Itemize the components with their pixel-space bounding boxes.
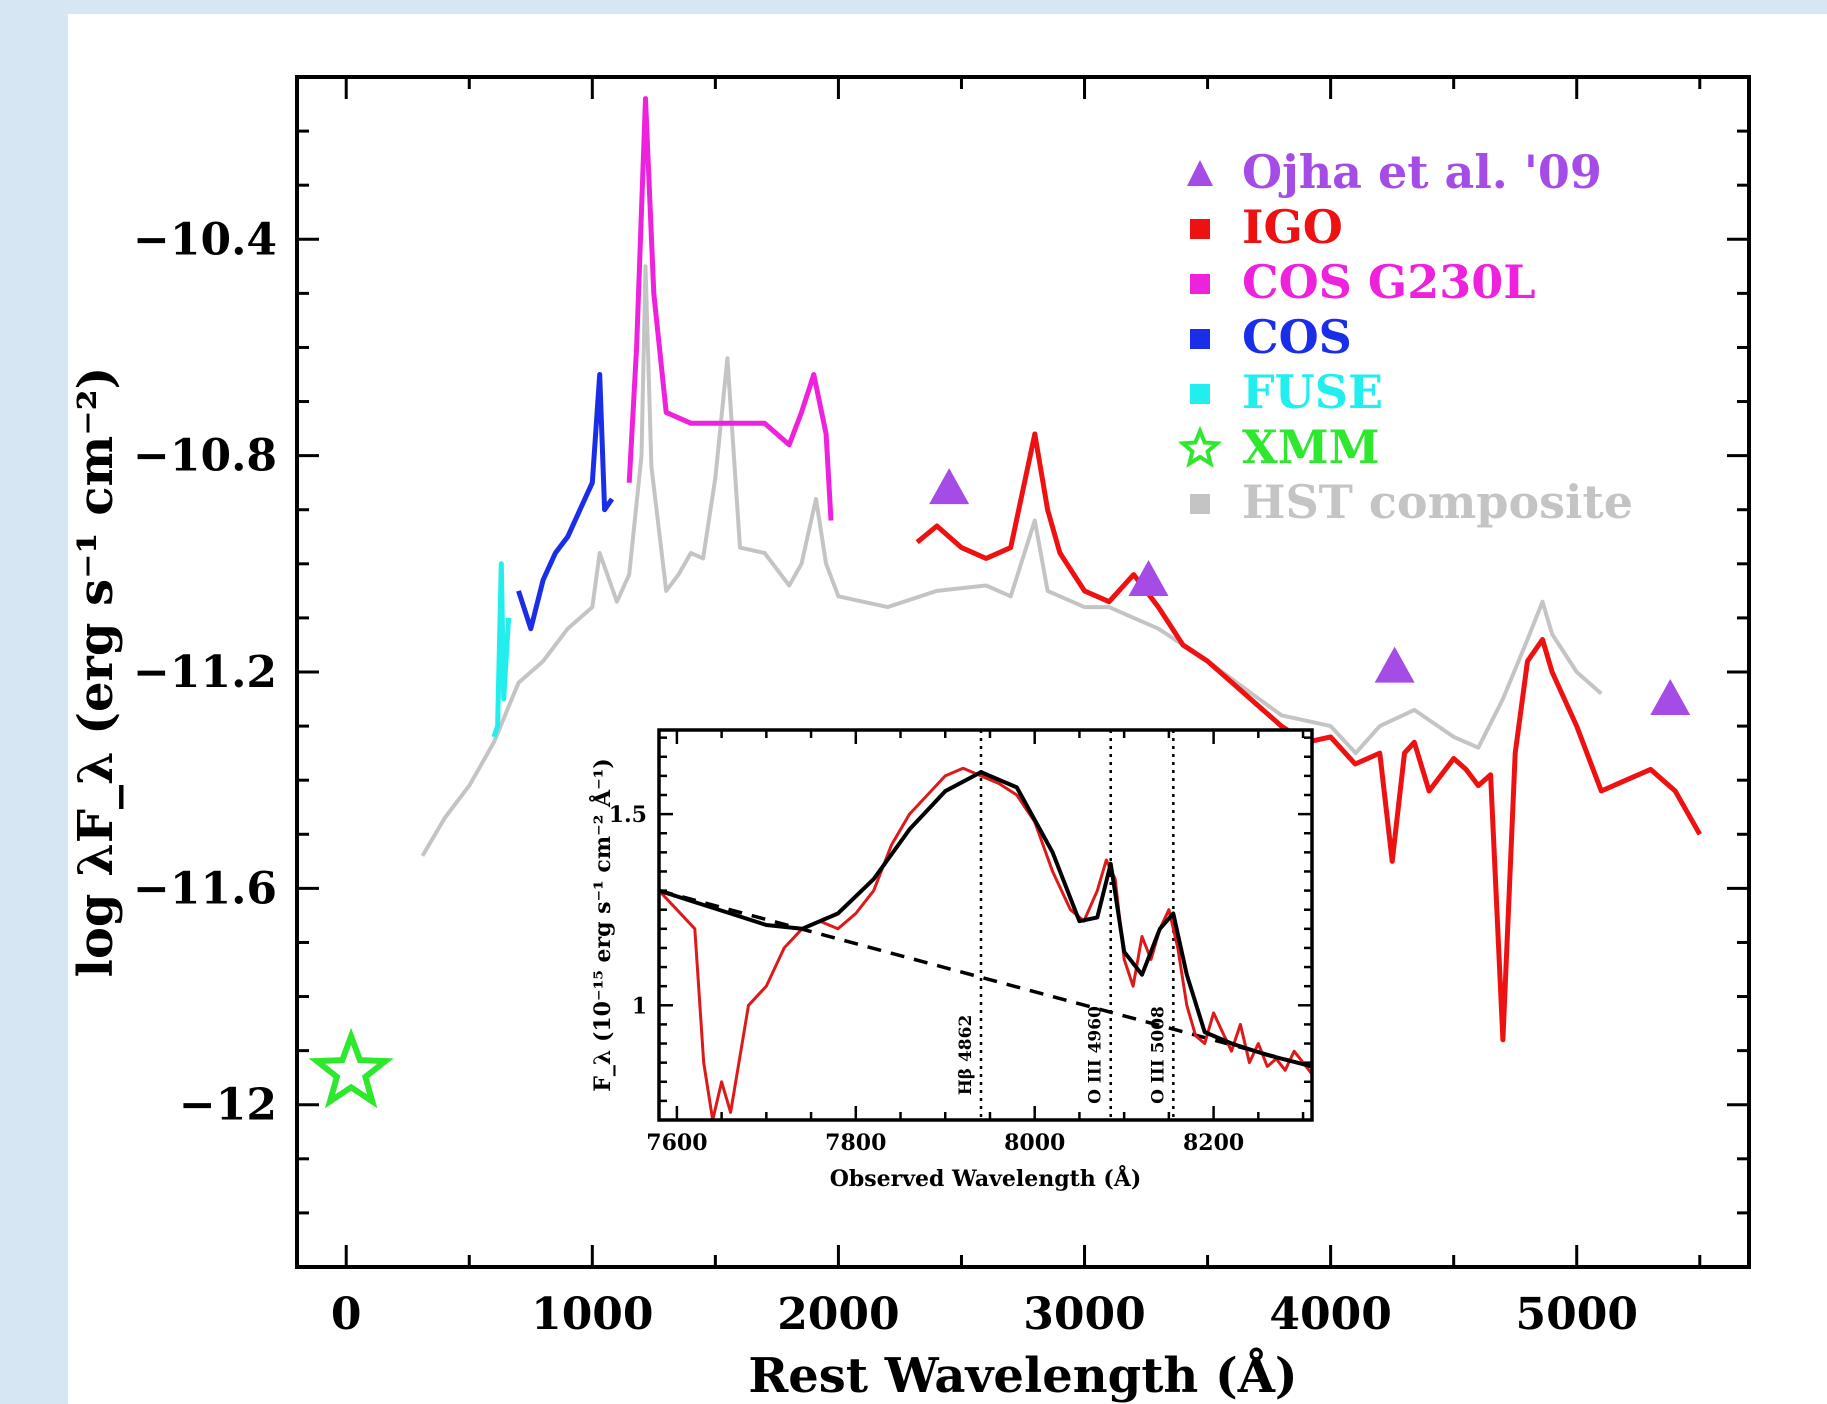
inset-y-axis-label: F_λ (10⁻¹⁵ erg s⁻¹ cm⁻² Å⁻¹) <box>589 758 616 1092</box>
ojha-triangle-point <box>1374 646 1415 683</box>
y-tick-label: −12 <box>179 1080 277 1131</box>
legend-label: COS <box>1242 310 1352 364</box>
legend-label: Ojha et al. '09 <box>1242 145 1602 199</box>
legend-marker <box>1177 425 1223 468</box>
legend-label: HST composite <box>1242 475 1633 529</box>
figure-panel <box>68 14 1827 1404</box>
xmm-star-point <box>308 1027 394 1109</box>
x-tick-label: 5000 <box>1515 1289 1637 1340</box>
inset-x-tick-label: 8000 <box>1004 1130 1065 1156</box>
main-plot: 0 1000 2000 3000 4000 5000 −10.4 −10.8 −11.2 −11.… <box>68 75 1751 1404</box>
y-tick-label: −11.6 <box>133 863 277 914</box>
y-tick-label: −10.8 <box>133 431 277 482</box>
legend-label: FUSE <box>1242 365 1383 419</box>
inset-line-annotation: Hβ 4862 <box>956 1015 976 1096</box>
series-cos-g230l <box>626 96 834 521</box>
inset-y-tick-label: 1.5 <box>609 802 647 828</box>
inset-plot: Hβ 4862 O III 4960 O III 5008 7600 7800 8000 8… <box>589 728 1314 1192</box>
inset-x-axis-label: Observed Wavelength (Å) <box>830 1165 1142 1192</box>
legend-marker <box>1187 160 1213 186</box>
inset-continuum-dashed <box>658 888 1313 1069</box>
inset-line-annotation: O III 5008 <box>1148 1006 1168 1104</box>
legend-marker <box>1190 219 1210 239</box>
y-axis-label: log λF_λ (erg s⁻¹ cm⁻²) <box>68 367 124 978</box>
y-tick-label: −10.4 <box>133 214 277 265</box>
legend-label: IGO <box>1242 200 1343 254</box>
series-fuse <box>491 561 512 738</box>
inset-line-annotation: O III 4960 <box>1086 1006 1106 1104</box>
inset-x-tick-label: 7800 <box>825 1130 886 1156</box>
legend-marker <box>1190 274 1210 294</box>
x-tick-label: 2000 <box>777 1289 899 1340</box>
legend-label: XMM <box>1242 420 1380 474</box>
plot-frame <box>295 75 1751 1269</box>
legend-marker <box>1190 329 1210 349</box>
legend-label: COS G230L <box>1242 255 1536 309</box>
inset-series-fit <box>658 770 1313 1069</box>
y-tick-label: −11.2 <box>133 647 277 698</box>
inset-x-tick-label: 7600 <box>646 1130 707 1156</box>
inset-background <box>659 730 1312 1120</box>
series-hst-composite <box>420 264 1603 857</box>
legend-marker <box>1190 494 1210 514</box>
inset-frame <box>657 728 1314 1122</box>
series-cos <box>516 372 615 632</box>
inset-x-tick-label: 8200 <box>1183 1130 1244 1156</box>
ojha-triangle-point <box>1128 560 1169 597</box>
x-tick-label: 3000 <box>1023 1289 1145 1340</box>
inset-y-tick-label: 1 <box>632 993 647 1019</box>
x-tick-label: 4000 <box>1269 1289 1391 1340</box>
ojha-triangle-point <box>1650 679 1691 716</box>
series-igo <box>915 431 1702 1043</box>
legend-marker <box>1190 384 1210 404</box>
ojha-triangle-point <box>929 468 970 505</box>
x-tick-label: 0 <box>331 1289 362 1340</box>
x-axis-label: Rest Wavelength (Å) <box>748 1347 1297 1404</box>
x-tick-label: 1000 <box>531 1289 653 1340</box>
